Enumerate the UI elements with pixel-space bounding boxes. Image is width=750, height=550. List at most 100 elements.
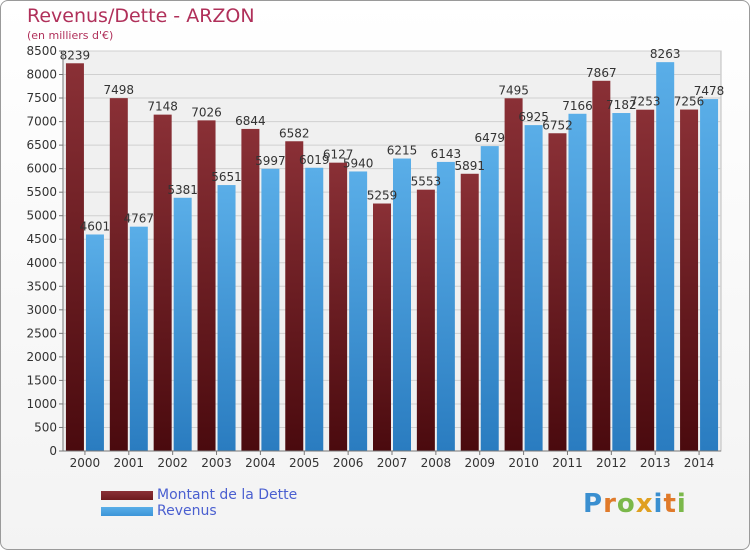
y-tick-label: 500 [34, 420, 57, 434]
bar-revenus [700, 99, 719, 451]
data-label-revenus: 6479 [474, 131, 505, 145]
data-label-debt: 5259 [367, 189, 398, 203]
legend-label-debt: Montant de la Dette [157, 487, 298, 503]
proxiti-logo: Proxiti [583, 489, 687, 519]
bar-revenus [349, 171, 368, 451]
x-tick-label: 2004 [245, 456, 276, 470]
data-label-revenus: 6019 [299, 153, 330, 167]
data-label-revenus: 4767 [124, 212, 155, 226]
plot-area [62, 50, 722, 452]
data-label-revenus: 6925 [518, 110, 549, 124]
x-tick-label: 2000 [70, 456, 101, 470]
bar-revenus [305, 167, 324, 452]
x-tick-label: 2014 [684, 456, 715, 470]
y-tick-label: 4000 [26, 256, 57, 270]
data-label-debt: 7253 [630, 95, 661, 109]
y-tick-label: 5000 [26, 209, 57, 223]
logo-letter: r [603, 489, 617, 519]
bar-revenus [436, 161, 455, 451]
bar-revenus [524, 125, 543, 451]
y-tick-label: 2500 [26, 326, 57, 340]
bar-debt [373, 203, 391, 451]
y-tick-label: 4500 [26, 232, 57, 246]
data-label-debt: 6752 [542, 118, 573, 132]
data-label-debt: 7495 [498, 83, 529, 97]
y-tick-label: 6500 [26, 138, 57, 152]
logo-letter: o [616, 489, 636, 519]
bar-debt [548, 133, 567, 451]
data-label-revenus: 5940 [343, 156, 374, 170]
x-tick-label: 2012 [596, 456, 627, 470]
y-tick-label: 3500 [26, 279, 57, 293]
legend: Montant de la Dette Revenus [101, 487, 297, 519]
bar-revenus [568, 113, 587, 451]
x-tick-label: 2001 [114, 456, 145, 470]
data-label-revenus: 8263 [650, 47, 681, 61]
bar-revenus [612, 113, 631, 451]
x-tick-label: 2008 [421, 456, 452, 470]
legend-swatch-debt [101, 490, 153, 500]
data-label-debt: 7026 [191, 105, 222, 119]
bar-revenus [85, 234, 104, 451]
bar-debt [680, 109, 699, 452]
data-label-revenus: 6143 [431, 147, 462, 161]
data-label-debt: 7867 [586, 66, 617, 80]
y-tick-label: 0 [49, 444, 57, 458]
chart-title: Revenus/Dette - ARZON [27, 5, 255, 27]
logo-letter: i [653, 489, 664, 519]
bar-revenus [261, 168, 280, 451]
data-label-revenus: 5997 [255, 154, 286, 168]
bar-revenus [173, 197, 192, 451]
data-label-debt: 7498 [104, 83, 135, 97]
y-tick-label: 1000 [26, 397, 57, 411]
bar-debt [65, 63, 84, 452]
x-tick-label: 2006 [333, 456, 364, 470]
bar-debt [416, 189, 435, 451]
data-label-debt: 6127 [323, 148, 354, 162]
x-tick-label: 2007 [377, 456, 408, 470]
y-tick-label: 1500 [26, 373, 57, 387]
logo-letter: t [663, 489, 677, 519]
y-tick-label: 5500 [26, 185, 57, 199]
bar-debt [504, 98, 523, 451]
bar-revenus [129, 226, 148, 451]
data-label-revenus: 6215 [387, 144, 418, 158]
logo-letter: x [635, 489, 654, 519]
y-tick-label: 3000 [26, 303, 57, 317]
bar-debt [460, 173, 479, 451]
bar-debt [285, 141, 304, 451]
bar-revenus [217, 185, 236, 451]
x-tick-label: 2003 [201, 456, 232, 470]
bar-revenus [656, 62, 675, 451]
legend-swatch-revenus [101, 506, 153, 516]
y-tick-label: 2000 [26, 350, 57, 364]
legend-item-debt: Montant de la Dette [101, 487, 297, 503]
x-tick-label: 2011 [552, 456, 583, 470]
bar-revenus [480, 146, 499, 451]
bar-debt [592, 80, 611, 451]
chart-subtitle: (en milliers d'€) [27, 29, 114, 42]
bar-revenus [393, 158, 411, 451]
bar-debt [197, 120, 216, 451]
data-label-revenus: 7182 [606, 98, 637, 112]
bar-debt [241, 128, 260, 451]
data-label-debt: 6582 [279, 126, 310, 140]
data-label-revenus: 4601 [80, 219, 111, 233]
data-label-revenus: 5381 [167, 183, 198, 197]
y-tick-label: 7000 [26, 115, 57, 129]
x-tick-label: 2002 [157, 456, 188, 470]
y-tick-label: 6000 [26, 162, 57, 176]
legend-item-revenus: Revenus [101, 503, 297, 519]
data-label-debt: 5891 [454, 159, 485, 173]
data-label-revenus: 7166 [562, 99, 593, 113]
data-label-debt: 5553 [411, 175, 442, 189]
bar-debt [329, 162, 348, 451]
x-tick-label: 2009 [464, 456, 495, 470]
bar-debt [153, 114, 172, 451]
logo-letter: P [583, 489, 604, 519]
data-label-debt: 8239 [60, 48, 91, 62]
data-label-debt: 7148 [147, 100, 178, 114]
data-label-revenus: 7478 [694, 84, 725, 98]
